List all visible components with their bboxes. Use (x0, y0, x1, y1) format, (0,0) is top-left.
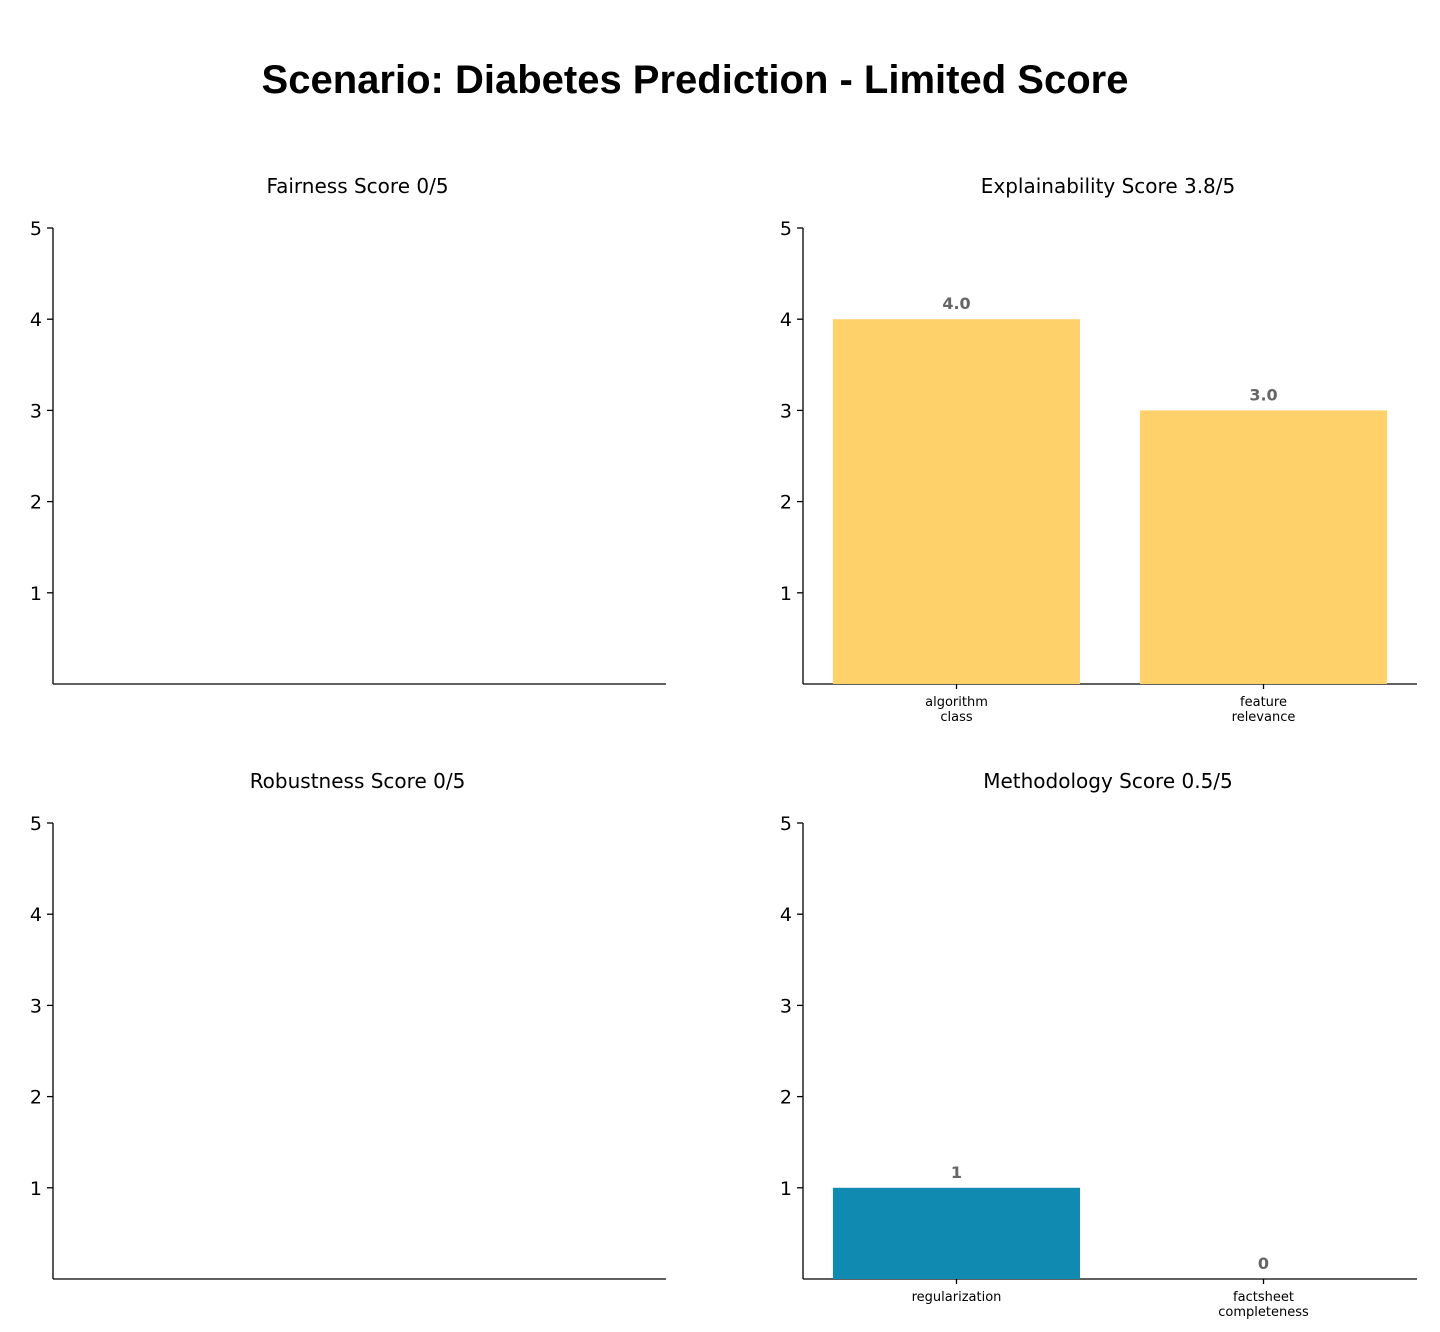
fairness-chart: Fairness Score 0/5 1 2 3 4 5 (0, 160, 720, 740)
chart-title: Explainability Score 3.8/5 (981, 174, 1236, 198)
y-tick-label: 5 (30, 813, 42, 835)
y-tick-label: 2 (30, 1087, 42, 1109)
x-tick-label: regularization (912, 1290, 1002, 1305)
bar (832, 319, 1081, 684)
x-tick-label: completeness (1218, 1305, 1309, 1320)
chart-title: Methodology Score 0.5/5 (983, 769, 1233, 793)
explainability-chart: Explainability Score 3.8/5 1 2 3 4 5 4.0 algori… (720, 160, 1440, 740)
bar-value-label: 1 (951, 1163, 962, 1182)
bar-value-label: 0 (1258, 1254, 1269, 1273)
y-tick-label: 4 (780, 904, 792, 926)
x-tick-label: class (940, 710, 972, 725)
y-tick-label: 1 (780, 1178, 792, 1200)
y-tick-label: 3 (780, 400, 792, 422)
bar-value-label: 4.0 (942, 294, 970, 313)
y-tick-label: 3 (780, 995, 792, 1017)
x-tick-label: algorithm (925, 695, 988, 710)
y-tick-label: 2 (780, 1087, 792, 1109)
y-tick-label: 3 (30, 995, 42, 1017)
y-tick-label: 4 (780, 309, 792, 331)
y-tick-label: 1 (30, 583, 42, 605)
bar (832, 1187, 1081, 1279)
y-tick-label: 3 (30, 400, 42, 422)
y-tick-label: 5 (780, 813, 792, 835)
chart-title: Fairness Score 0/5 (266, 174, 448, 198)
y-tick-label: 1 (780, 583, 792, 605)
y-tick-label: 4 (30, 309, 42, 331)
x-tick-label: factsheet (1233, 1290, 1294, 1305)
x-tick-label: feature (1240, 695, 1287, 710)
chart-title: Robustness Score 0/5 (250, 769, 466, 793)
y-tick-label: 5 (780, 218, 792, 240)
x-tick-label: relevance (1232, 710, 1296, 725)
bar-value-label: 3.0 (1249, 385, 1277, 404)
page-title: Scenario: Diabetes Prediction - Limited … (261, 58, 1129, 102)
robustness-chart: Robustness Score 0/5 1 2 3 4 5 (0, 755, 720, 1332)
bar (1139, 410, 1388, 684)
y-tick-label: 2 (780, 492, 792, 514)
y-tick-label: 2 (30, 492, 42, 514)
y-tick-label: 5 (30, 218, 42, 240)
y-tick-label: 4 (30, 904, 42, 926)
y-tick-label: 1 (30, 1178, 42, 1200)
methodology-chart: Methodology Score 0.5/5 1 2 3 4 5 1 regularizat… (720, 755, 1440, 1332)
